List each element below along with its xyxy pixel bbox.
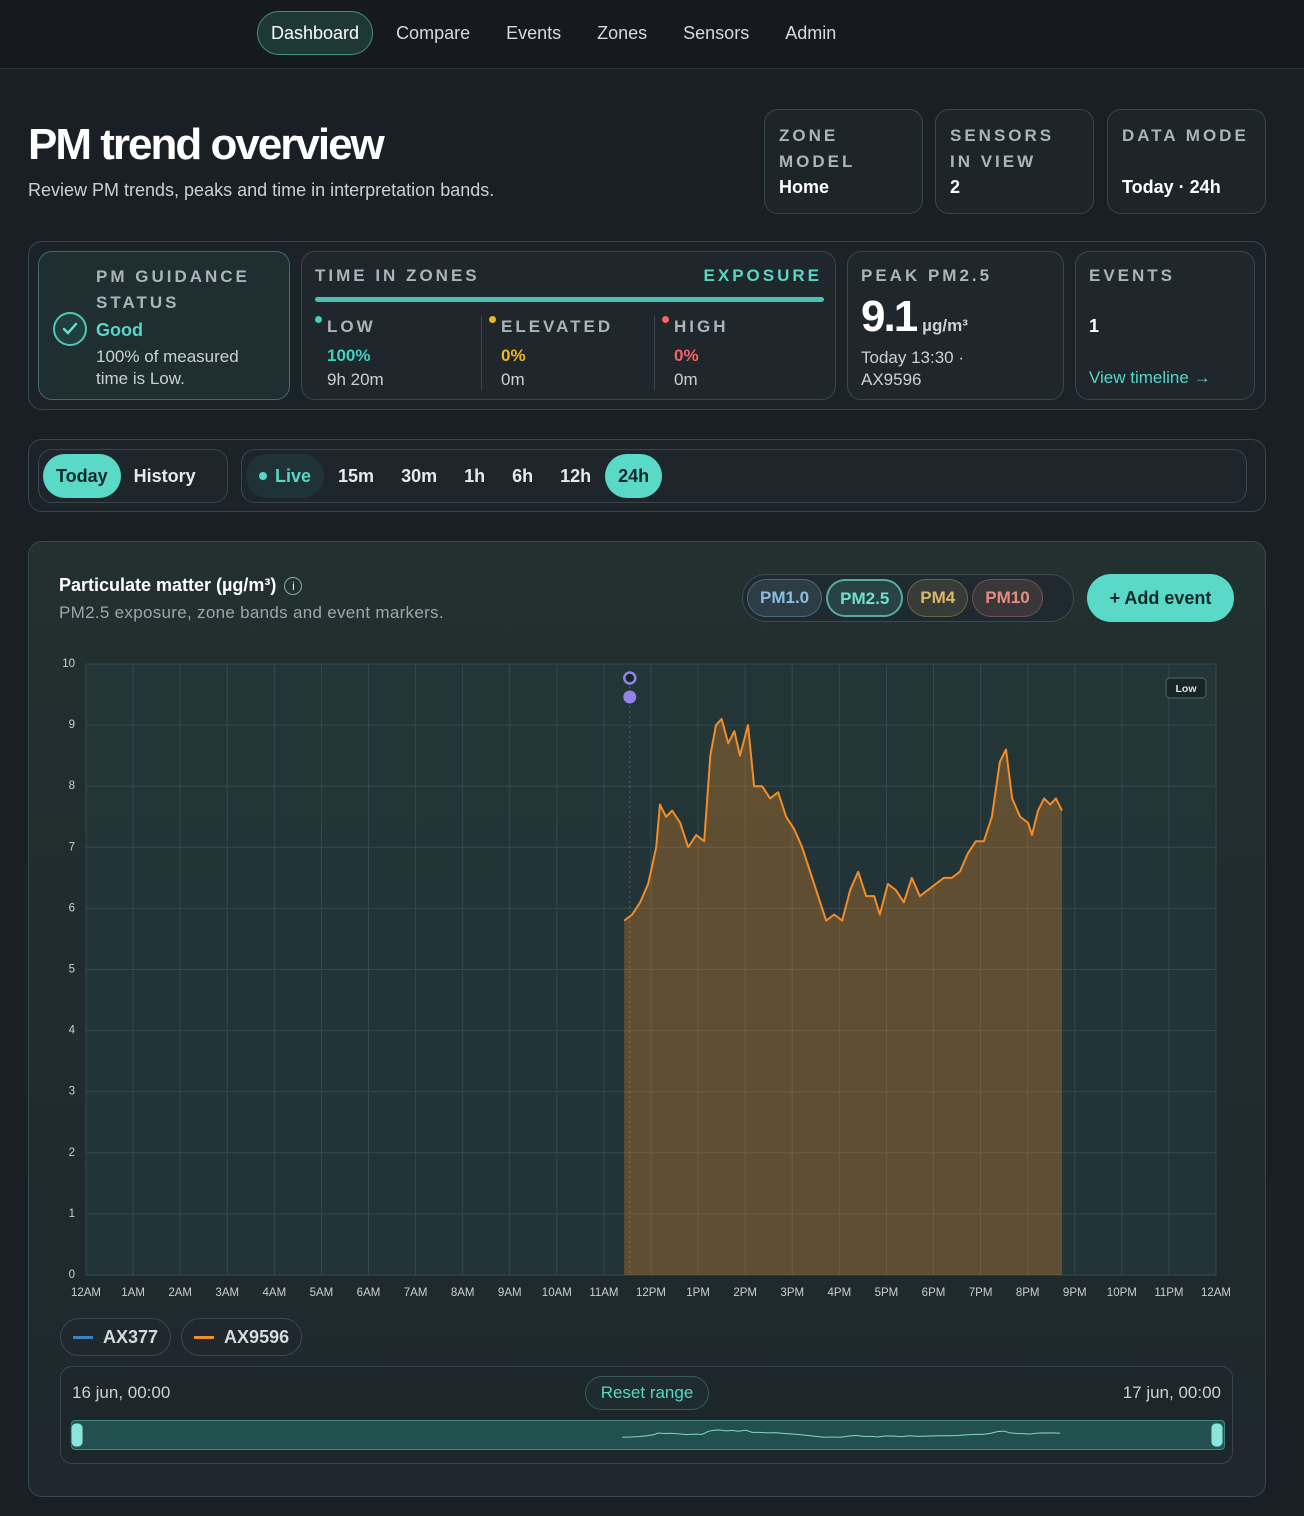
zones-bar (315, 297, 824, 302)
peak-detail: Today 13:30 · AX9596 (861, 348, 965, 389)
pollutant-group: PM1.0 PM2.5 PM4 PM10 (742, 574, 1074, 622)
chart-subtitle: PM2.5 exposure, zone bands and event mar… (59, 603, 444, 622)
stat-label: ZONE MODEL (779, 126, 856, 171)
window-text: 12h (560, 466, 592, 486)
window-list: Live 15m 30m 1h 6h 12h 24h (246, 454, 663, 498)
zones-card: TIME IN ZONES EXPOSURE LOW 100% 9h 20m ELEVAT… (301, 251, 836, 400)
mode-tab[interactable]: Today (43, 454, 121, 498)
events-count: 1 (1089, 316, 1100, 336)
legend: AX377 AX9596 (60, 1318, 303, 1356)
range-box: 16 jun, 00:00 17 jun, 00:00 Reset range (60, 1366, 1233, 1464)
guidance-text: 100% of measured time is Low. (96, 347, 239, 388)
window-text: 15m (338, 466, 375, 486)
events-link[interactable]: View timeline → (1089, 368, 1211, 387)
window-group: Live 15m 30m 1h 6h 12h 24h (241, 449, 1247, 503)
window-text: 1h (464, 466, 486, 486)
chart-title: Particulate matter (µg/m³) (59, 575, 277, 595)
window-tab[interactable]: 6h (499, 454, 546, 498)
stat-card: SENSORS IN VIEW 2 (935, 109, 1094, 214)
zones-label: TIME IN ZONES (315, 266, 480, 285)
zones-tag: EXPOSURE (703, 266, 822, 285)
window-text: 6h (512, 466, 534, 486)
legend-label: AX9596 (224, 1326, 290, 1347)
stat-card: ZONE MODEL Home (764, 109, 923, 214)
window-tab[interactable]: 24h (605, 454, 663, 498)
zone-dot (315, 316, 322, 323)
peak-card: PEAK PM2.5 9.1 µg/m³ Today 13:30 · AX9596 (847, 251, 1064, 400)
page-subtitle: Review PM trends, peaks and time in inte… (28, 180, 495, 200)
range-end: 17 jun, 00:00 (1122, 1383, 1221, 1402)
info-icon[interactable]: i (284, 576, 303, 595)
window-text: 24h (618, 466, 650, 486)
live-dot (259, 472, 267, 480)
guidance-status: Good (96, 320, 143, 340)
mode-list: Today History (43, 454, 209, 498)
status-icon (53, 312, 87, 346)
nav-item[interactable]: Events (506, 23, 562, 43)
zone-dot (662, 316, 669, 323)
legend-item[interactable]: AX9596 (181, 1318, 303, 1356)
legend-label: AX377 (103, 1326, 159, 1347)
nav-item[interactable]: Admin (785, 23, 837, 43)
stat-value: Today · 24h (1122, 177, 1221, 197)
peak-row: 9.1 µg/m³ (861, 292, 968, 342)
window-tab[interactable]: 30m (388, 454, 450, 498)
pollutant-tab[interactable]: PM2.5 (826, 579, 904, 617)
zone-dot (489, 316, 496, 323)
reset-range[interactable]: Reset range (585, 1376, 709, 1410)
stat-value: 2 (950, 177, 961, 197)
page-title: PM trend overview (28, 120, 385, 169)
zone-share: 100% (327, 346, 371, 365)
nav-item[interactable]: Zones (597, 23, 648, 43)
zone-name: ELEVATED (501, 317, 614, 336)
zone-name: HIGH (674, 317, 729, 336)
zone-share: 0% (674, 346, 699, 365)
window-tab[interactable]: 15m (325, 454, 387, 498)
range-track (71, 1420, 1225, 1450)
zone-time: 9h 20m (327, 370, 384, 389)
legend-item[interactable]: AX377 (60, 1318, 172, 1356)
chart-title-row: Particulate matter (µg/m³) i (59, 575, 303, 596)
window-text: 30m (401, 466, 438, 486)
mode-tab[interactable]: History (133, 466, 196, 486)
add-event-button[interactable]: + Add event (1087, 574, 1234, 622)
pollutant-tab[interactable]: PM10 (972, 579, 1043, 617)
events-card: EVENTS 1 View timeline → (1075, 251, 1255, 400)
stat-label: SENSORS IN VIEW (950, 126, 1055, 171)
stat-card: DATA MODE Today · 24h (1107, 109, 1266, 214)
zone-time: 0m (674, 370, 698, 389)
window-text: Live (275, 466, 312, 486)
pollutant-tab[interactable]: PM4 (907, 579, 969, 617)
legend-swatch (73, 1335, 93, 1339)
zone-divider (481, 316, 482, 390)
peak-value: 9.1 (861, 292, 918, 341)
legend-swatch (194, 1335, 215, 1339)
mode-group: Today History (38, 449, 228, 503)
nav-item[interactable]: Dashboard (257, 11, 374, 55)
nav-item[interactable]: Sensors (683, 23, 750, 43)
stat-label: DATA MODE (1122, 126, 1249, 145)
range-start: 16 jun, 00:00 (72, 1383, 171, 1402)
zone-share: 0% (501, 346, 526, 365)
window-tab[interactable]: 12h (547, 454, 604, 498)
events-label: EVENTS (1089, 266, 1176, 285)
guidance-card: PM GUIDANCE STATUS Good 100% of measured t… (38, 251, 290, 400)
zone-name: LOW (327, 317, 376, 336)
peak-label: PEAK PM2.5 (861, 266, 993, 285)
nav-bar: Dashboard Compare Events Zones Sensors Admin (0, 0, 1304, 69)
guidance-label: PM GUIDANCE STATUS (96, 267, 250, 312)
stat-value: Home (779, 177, 830, 197)
pollutant-tab[interactable]: PM1.0 (747, 579, 823, 617)
nav-list: Dashboard Compare Events Zones Sensors Admin (257, 11, 849, 55)
zone-divider (654, 316, 655, 390)
check-icon (62, 322, 78, 335)
window-tab[interactable]: 1h (451, 454, 498, 498)
window-tab[interactable]: Live (246, 454, 325, 498)
nav-item[interactable]: Compare (396, 23, 471, 43)
zone-time: 0m (501, 370, 525, 389)
peak-unit: µg/m³ (922, 316, 968, 335)
